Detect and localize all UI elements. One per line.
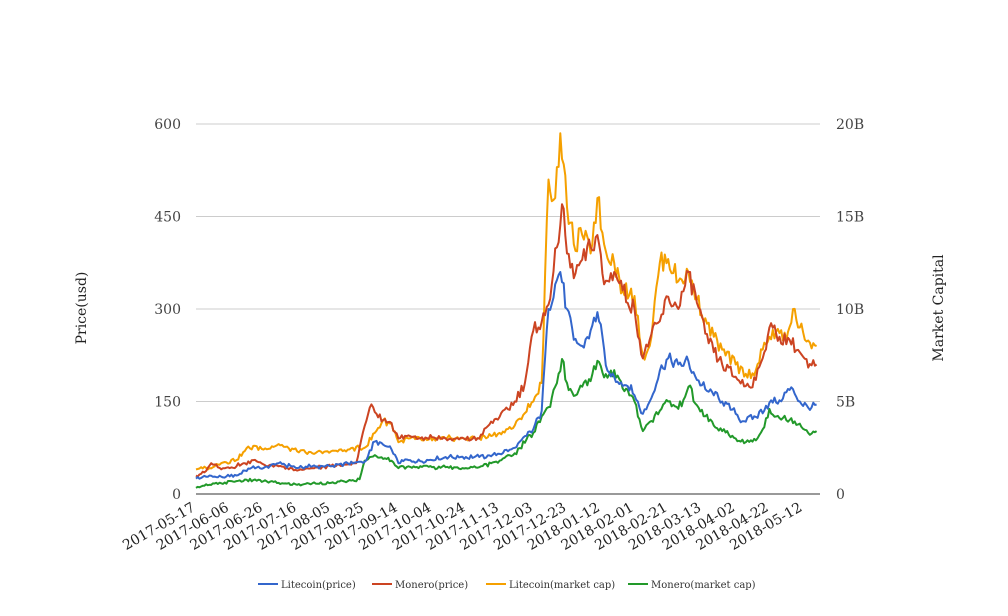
legend-label: Litecoin(market cap) <box>509 580 615 591</box>
legend-item: Litecoin(market cap) <box>486 580 615 591</box>
left-y-axis-ticks: 0 150 300 450 600 <box>154 117 181 503</box>
series-line-litecoin-price <box>195 271 817 480</box>
y-tick-label-right: 15B <box>836 210 864 226</box>
y-axis-title-left: Price(usd) <box>74 272 90 345</box>
legend: Litecoin(price) Monero(price) Litecoin(mar… <box>258 580 756 591</box>
legend-item: Litecoin(price) <box>258 580 356 591</box>
y-tick-label-left: 450 <box>154 210 181 226</box>
y-tick-label-right: 20B <box>836 117 864 133</box>
series-lines <box>195 132 818 489</box>
y-axis-title-right: Market Capital <box>931 254 947 362</box>
y-tick-label-right: 5B <box>836 395 855 411</box>
y-tick-label-left: 0 <box>172 487 181 503</box>
legend-item: Monero(market cap) <box>628 580 756 591</box>
y-tick-label-left: 300 <box>154 302 181 318</box>
legend-label: Litecoin(price) <box>281 580 356 591</box>
series-line-monero-price <box>195 203 818 478</box>
x-axis-ticks: 2017-05-172017-06-062017-06-262017-07-16… <box>120 500 805 554</box>
series-line-monero-market-cap <box>195 358 818 489</box>
right-y-axis-ticks: 0 5B 10B 15B 20B <box>836 117 864 503</box>
y-tick-label-right: 0 <box>836 487 845 503</box>
grid-lines <box>196 123 820 402</box>
legend-label: Monero(market cap) <box>651 580 756 591</box>
legend-label: Monero(price) <box>395 580 468 591</box>
y-tick-label-right: 10B <box>836 302 864 318</box>
y-tick-label-left: 600 <box>154 117 181 133</box>
legend-item: Monero(price) <box>372 580 468 591</box>
series-line-litecoin-market-cap <box>195 132 817 471</box>
y-tick-label-left: 150 <box>154 395 181 411</box>
